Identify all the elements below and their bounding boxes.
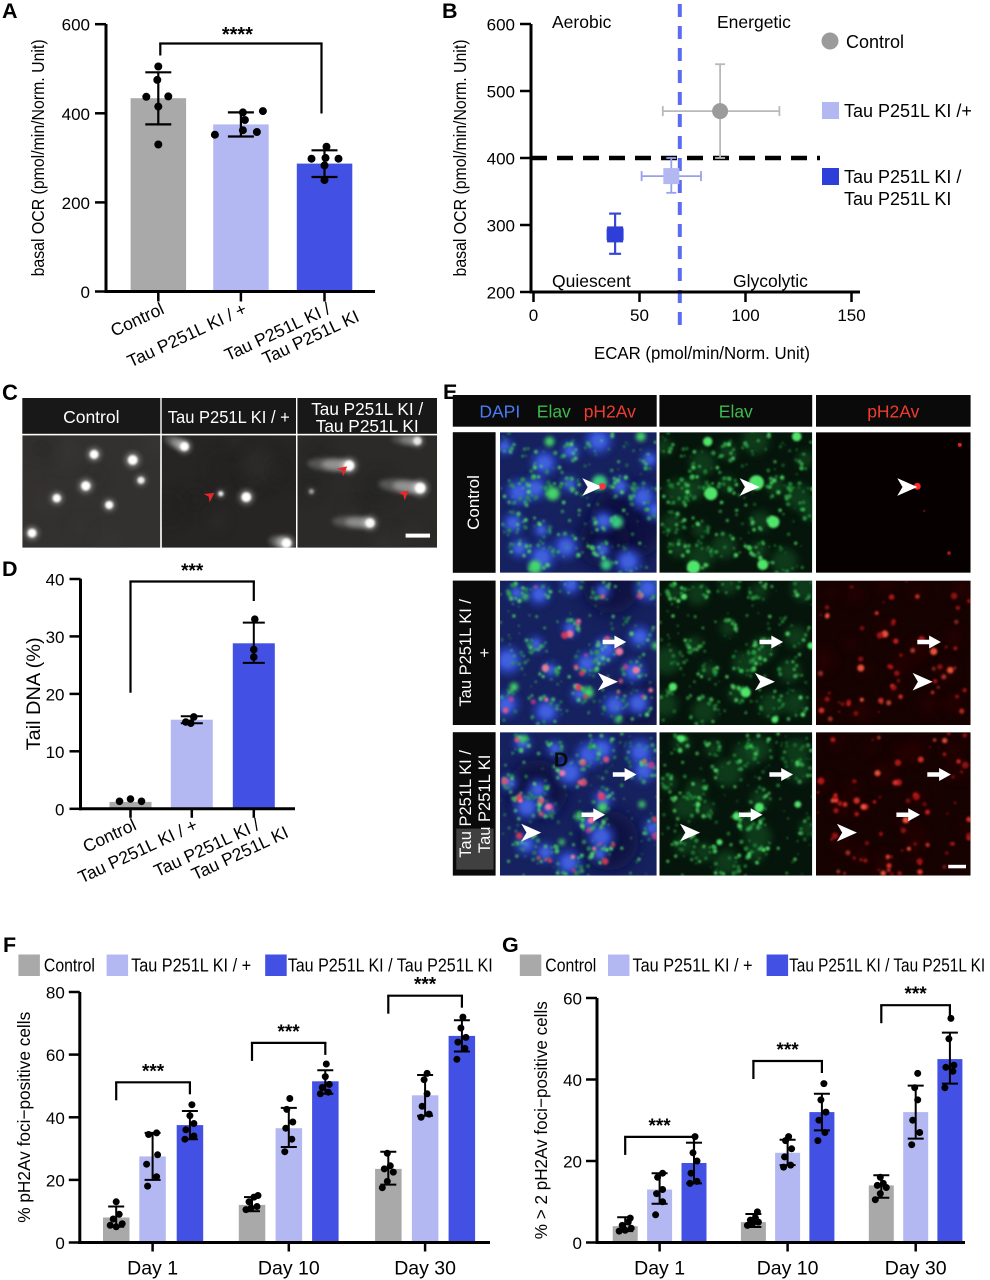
svg-text:Tau P251L KI / Tau P251L KI: Tau P251L KI / Tau P251L KI — [288, 956, 493, 976]
svg-text:pH2Av: pH2Av — [867, 402, 919, 422]
svg-text:600: 600 — [62, 16, 90, 35]
svg-text:400: 400 — [62, 105, 90, 124]
svg-text:Tau P251L KI /: Tau P251L KI / — [457, 599, 475, 707]
svg-text:basal OCR (pmol/min/Norm. Unit: basal OCR (pmol/min/Norm. Unit) — [28, 39, 48, 276]
svg-text:60: 60 — [563, 990, 582, 1009]
svg-text:20: 20 — [46, 1171, 65, 1190]
svg-text:% pH2Av foci−positive cells: % pH2Av foci−positive cells — [14, 1012, 34, 1223]
svg-text:Day 30: Day 30 — [885, 1258, 947, 1280]
svg-text:0: 0 — [573, 1234, 582, 1253]
svg-text:Control: Control — [107, 298, 167, 340]
svg-text:40: 40 — [46, 571, 65, 590]
svg-text:Tau P251L KI /: Tau P251L KI / — [311, 399, 423, 419]
svg-text:300: 300 — [487, 217, 515, 236]
svg-text:0: 0 — [529, 306, 538, 325]
svg-text:D: D — [554, 750, 568, 772]
svg-text:Tau P251L KI / +: Tau P251L KI / + — [131, 956, 251, 976]
svg-text:40: 40 — [46, 1109, 65, 1128]
svg-text:100: 100 — [731, 306, 759, 325]
svg-text:Glycolytic: Glycolytic — [733, 271, 808, 291]
svg-text:Control: Control — [63, 407, 119, 427]
svg-text:Aerobic: Aerobic — [552, 12, 612, 32]
svg-text:% > 2 pH2Av foci−positive cel: % > 2 pH2Av foci−positive cells — [531, 1001, 551, 1239]
svg-text:Control: Control — [44, 956, 95, 976]
svg-text:***: *** — [278, 1022, 301, 1043]
svg-text:Control: Control — [464, 475, 483, 530]
svg-text:Control: Control — [846, 32, 904, 52]
svg-text:***: *** — [649, 1116, 672, 1137]
svg-text:60: 60 — [46, 1046, 65, 1065]
svg-text:Tau P251L KI: Tau P251L KI — [476, 755, 494, 853]
svg-text:Elav: Elav — [719, 402, 753, 422]
svg-text:Quiescent: Quiescent — [552, 271, 631, 291]
svg-text:Day 1: Day 1 — [127, 1258, 178, 1280]
svg-text:Tau P251L KI: Tau P251L KI — [316, 416, 419, 436]
svg-text:basal OCR (pmol/min/Norm. Unit: basal OCR (pmol/min/Norm. Unit) — [450, 40, 470, 277]
svg-text:F: F — [3, 933, 16, 957]
svg-text:Tau P251L KI: Tau P251L KI — [844, 189, 951, 209]
svg-text:C: C — [2, 380, 18, 405]
svg-text:Control: Control — [545, 956, 596, 976]
svg-text:G: G — [502, 933, 519, 957]
svg-text:Elav: Elav — [537, 402, 571, 422]
svg-text:***: *** — [777, 1040, 800, 1061]
svg-text:A: A — [2, 0, 18, 23]
svg-text:Energetic: Energetic — [717, 12, 791, 32]
svg-text:500: 500 — [487, 83, 515, 102]
svg-text:D: D — [2, 557, 18, 581]
svg-text:0: 0 — [81, 283, 90, 302]
svg-text:Tail DNA (%): Tail DNA (%) — [24, 637, 45, 750]
svg-text:pH2Av: pH2Av — [584, 402, 636, 422]
svg-text:Tau P251L KI / +: Tau P251L KI / + — [168, 407, 290, 427]
svg-text:30: 30 — [46, 628, 65, 647]
svg-text:***: *** — [142, 1061, 165, 1082]
svg-text:Tau P251L KI /: Tau P251L KI / — [457, 750, 475, 858]
svg-text:0: 0 — [55, 1234, 64, 1253]
svg-text:Tau P251L KI / +: Tau P251L KI / + — [633, 956, 753, 976]
svg-text:ECAR (pmol/min/Norm. Unit): ECAR (pmol/min/Norm. Unit) — [594, 343, 810, 363]
svg-text:200: 200 — [487, 284, 515, 303]
svg-text:***: *** — [905, 984, 928, 1005]
svg-text:40: 40 — [563, 1071, 582, 1090]
svg-text:20: 20 — [563, 1153, 582, 1172]
svg-text:50: 50 — [630, 306, 649, 325]
svg-text:***: *** — [414, 975, 437, 996]
svg-text:Day 30: Day 30 — [394, 1258, 456, 1280]
svg-text:Tau P251L KI / Tau P251L KI: Tau P251L KI / Tau P251L KI — [789, 956, 985, 976]
svg-text:600: 600 — [487, 16, 515, 35]
svg-text:0: 0 — [55, 800, 64, 819]
svg-text:Day 10: Day 10 — [757, 1258, 819, 1280]
svg-text:***: *** — [181, 561, 204, 582]
svg-text:10: 10 — [46, 743, 65, 762]
svg-text:****: **** — [222, 24, 253, 46]
svg-text:B: B — [442, 0, 458, 23]
svg-text:+: + — [476, 648, 494, 658]
svg-text:150: 150 — [837, 306, 865, 325]
svg-text:400: 400 — [487, 150, 515, 169]
svg-text:Tau P251L KI /+: Tau P251L KI /+ — [844, 101, 972, 121]
svg-text:Day 10: Day 10 — [258, 1258, 320, 1280]
svg-text:80: 80 — [46, 984, 65, 1003]
svg-text:200: 200 — [62, 194, 90, 213]
svg-text:Day 1: Day 1 — [634, 1258, 685, 1280]
svg-text:Tau P251L KI /: Tau P251L KI / — [844, 167, 961, 187]
svg-text:20: 20 — [46, 685, 65, 704]
svg-text:DAPI: DAPI — [479, 402, 520, 422]
